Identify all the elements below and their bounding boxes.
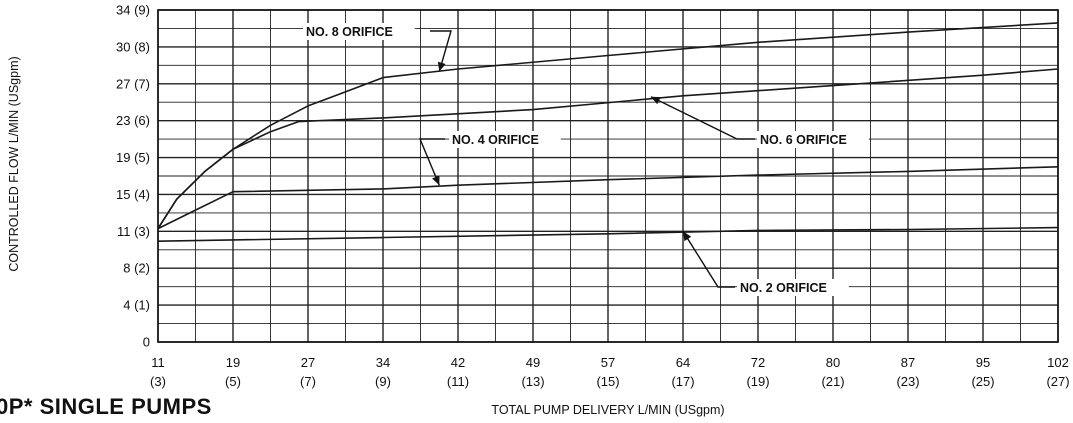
callout-label-bg bbox=[737, 279, 849, 296]
y-tick-label: 8 (2) bbox=[123, 261, 150, 276]
y-tick-label: 11 (3) bbox=[117, 224, 150, 239]
callout-label-bg bbox=[303, 23, 415, 40]
y-tick-label: 23 (6) bbox=[116, 113, 150, 128]
callout-leader bbox=[650, 96, 755, 140]
section-heading: 0P* SINGLE PUMPS bbox=[0, 394, 212, 419]
callout-arrowhead bbox=[432, 175, 440, 186]
callout-leader bbox=[430, 30, 452, 72]
series-line-2 bbox=[157, 68, 1059, 230]
x-tick-label: 42 bbox=[451, 355, 465, 370]
x-tick-sublabel: (27) bbox=[1046, 374, 1069, 389]
chart-series bbox=[157, 22, 1059, 242]
x-tick-label: 49 bbox=[526, 355, 540, 370]
y-tick-label: 4 (1) bbox=[123, 298, 150, 313]
x-tick-sublabel: (13) bbox=[521, 374, 544, 389]
chart-grid bbox=[157, 9, 1059, 343]
y-tick-label: 30 (8) bbox=[116, 39, 150, 54]
x-tick-label: 64 bbox=[676, 355, 690, 370]
x-tick-label: 57 bbox=[601, 355, 615, 370]
callout-label: NO. 4 ORIFICE bbox=[452, 133, 539, 147]
x-tick-sublabel: (17) bbox=[671, 374, 694, 389]
x-tick-sublabel: (23) bbox=[896, 374, 919, 389]
callout-arrowhead bbox=[683, 231, 692, 242]
callout-arrowhead bbox=[650, 96, 661, 105]
x-tick-sublabel: (11) bbox=[447, 374, 469, 389]
plot-frame bbox=[157, 9, 1059, 343]
callout-leader bbox=[418, 138, 445, 186]
callout-label: NO. 8 ORIFICE bbox=[306, 25, 393, 39]
callout-label: NO. 2 ORIFICE bbox=[740, 281, 827, 295]
x-tick-label: 19 bbox=[226, 355, 240, 370]
callout-label-bg bbox=[757, 131, 869, 148]
x-tick-sublabel: (21) bbox=[821, 374, 844, 389]
callout-leader bbox=[682, 230, 735, 288]
x-tick-sublabel: (5) bbox=[225, 374, 241, 389]
x-axis-title: TOTAL PUMP DELIVERY L/MIN (USgpm) bbox=[491, 403, 724, 417]
y-tick-label: 19 (5) bbox=[116, 150, 150, 165]
x-tick-label: 27 bbox=[301, 355, 315, 370]
y-tick-label: 0 bbox=[143, 335, 150, 350]
y-tick-label: 15 (4) bbox=[116, 187, 150, 202]
x-tick-label: 72 bbox=[751, 355, 765, 370]
y-axis-title: CONTROLLED FLOW L/MIN (USgpm) bbox=[7, 56, 21, 271]
chart-ticks: 11 (3) 19 (5) 27 (7) 34 (9) 42 (11) 49 (13) 57 (15) 64… bbox=[116, 3, 1070, 390]
callout-label-bg bbox=[449, 131, 561, 148]
callout-arrowhead bbox=[437, 61, 446, 72]
x-tick-label: 80 bbox=[826, 355, 840, 370]
x-tick-label: 34 bbox=[376, 355, 390, 370]
x-tick-sublabel: (15) bbox=[596, 374, 619, 389]
y-tick-label: 27 (7) bbox=[116, 76, 150, 91]
x-tick-label: 95 bbox=[976, 355, 990, 370]
x-tick-sublabel: (25) bbox=[971, 374, 994, 389]
x-tick-sublabel: (19) bbox=[746, 374, 769, 389]
callout-label: NO. 6 ORIFICE bbox=[760, 133, 847, 147]
x-tick-label: 11 bbox=[151, 355, 165, 370]
x-tick-sublabel: (7) bbox=[300, 374, 316, 389]
series-line-3 bbox=[157, 166, 1059, 230]
y-tick-label: 34 (9) bbox=[116, 3, 150, 18]
x-tick-label: 102 bbox=[1047, 355, 1069, 370]
x-tick-sublabel: (9) bbox=[375, 374, 391, 389]
x-tick-label: 87 bbox=[901, 355, 915, 370]
chart-callouts: NO. 8 ORIFICE NO. 6 ORIFICE NO. 4 ORIFICE N… bbox=[303, 23, 869, 296]
x-tick-sublabel: (3) bbox=[150, 374, 166, 389]
